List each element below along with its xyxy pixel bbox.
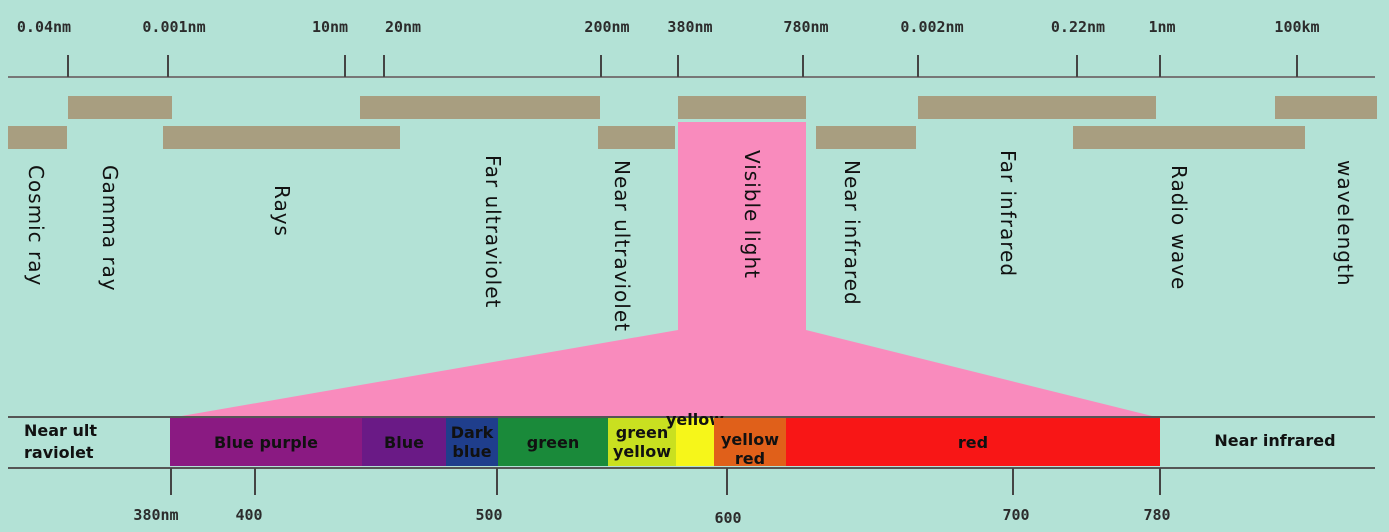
bottom-tick-label: 780 xyxy=(1143,506,1171,524)
range-bar xyxy=(598,126,675,149)
range-bar xyxy=(360,96,600,119)
top-tick-label: 1nm xyxy=(1148,18,1176,36)
band-label: yellow red xyxy=(720,430,780,468)
band-label: Blue purple xyxy=(213,432,318,452)
top-tick-label: 0.22nm xyxy=(1050,18,1106,36)
top-tick-label: 10nm xyxy=(311,18,349,36)
top-tick-label: 100km xyxy=(1274,18,1320,36)
region-label-radio-wave: Radio wave xyxy=(1167,165,1191,291)
bottom-tick-label: 700 xyxy=(1002,506,1030,524)
top-tick-label: 20nm xyxy=(384,18,422,36)
band-green: green xyxy=(498,418,608,466)
range-bar xyxy=(1073,126,1305,149)
region-label-gamma-ray: Gamma ray xyxy=(98,165,122,292)
range-bar xyxy=(918,96,1156,119)
band-label: yellow xyxy=(665,410,725,429)
band-red: red xyxy=(786,418,1160,466)
visible-light-funnel xyxy=(170,122,1160,418)
near-ultraviolet-side-label: Near ult raviolet xyxy=(24,421,98,462)
range-bar xyxy=(1275,96,1377,119)
near-infrared-side-label: Near infrared xyxy=(1214,431,1336,450)
region-label-rays: Rays xyxy=(270,185,294,237)
range-bar xyxy=(163,126,400,149)
band-label: green xyxy=(526,432,580,452)
range-bar xyxy=(8,126,67,149)
band-dark-blue: Dark blue xyxy=(446,418,498,466)
region-label-near-infrared: Near infrared xyxy=(840,160,864,306)
top-tick-label: 0.001nm xyxy=(142,18,206,36)
bottom-axis-ticks xyxy=(170,468,1161,495)
region-label-near-ultraviolet: Near ultraviolet xyxy=(610,160,634,332)
range-bar xyxy=(68,96,172,119)
top-tick-label: 200nm xyxy=(584,18,630,36)
range-bars-upper xyxy=(68,96,1377,119)
bottom-tick-label: 600 xyxy=(714,509,742,527)
band-label: green yellow xyxy=(612,423,672,461)
bottom-tick-label: 500 xyxy=(475,506,503,524)
top-axis-ticks xyxy=(67,55,1298,77)
top-tick-label: 0.002nm xyxy=(900,18,964,36)
range-bar-visible xyxy=(678,96,806,119)
band-yellow-red: yellow red xyxy=(714,418,786,468)
region-label-visible-light: Visible light xyxy=(740,150,764,280)
band-label: red xyxy=(957,432,989,452)
band-label: Dark blue xyxy=(450,423,494,461)
top-tick-label: 380nm xyxy=(667,18,713,36)
region-label-far-infrared: Far infrared xyxy=(996,150,1020,278)
band-yellow: yellow xyxy=(666,410,724,466)
region-label-wavelength: wavelength xyxy=(1333,160,1357,287)
bottom-tick-label: 380nm xyxy=(133,506,179,524)
band-label: Blue xyxy=(384,432,424,452)
range-bars-lower xyxy=(8,126,1305,149)
region-label-far-ultraviolet: Far ultraviolet xyxy=(481,155,505,309)
region-label-cosmic-ray: Cosmic ray xyxy=(24,165,48,287)
range-bar xyxy=(816,126,916,149)
top-tick-label: 780nm xyxy=(783,18,829,36)
band-blue: Blue xyxy=(362,418,446,466)
bottom-tick-label: 400 xyxy=(235,506,263,524)
top-tick-label: 0.04nm xyxy=(16,18,72,36)
band-green-yellow: green yellow xyxy=(608,418,676,466)
band-blue-purple: Blue purple xyxy=(170,418,362,466)
